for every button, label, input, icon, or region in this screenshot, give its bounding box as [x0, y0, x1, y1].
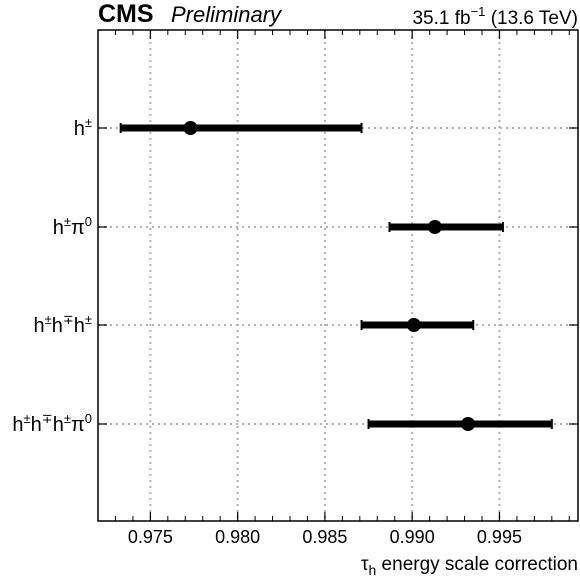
energy-value: (13.6 TeV)	[491, 8, 578, 29]
data-point	[183, 121, 198, 135]
data-point	[406, 318, 421, 332]
category-label: h±h∓h±	[33, 312, 92, 337]
category-label-part: 0	[85, 411, 92, 426]
experiment-label: CMS	[98, 0, 154, 28]
x-tick-label: 0.990	[390, 527, 435, 547]
x-axis-title-subscript: h	[368, 562, 376, 577]
status-label: Preliminary	[171, 2, 283, 27]
x-tick-label: 0.995	[477, 527, 522, 547]
category-label-part: h	[33, 315, 44, 337]
category-label-part: π	[71, 414, 85, 436]
category-label-part: ±	[45, 312, 52, 327]
category-label-part: h	[52, 315, 63, 337]
category-label-part: ∓	[42, 411, 53, 426]
plot-frame	[97, 29, 579, 522]
grid-lines	[98, 30, 578, 521]
category-label-part: h	[74, 315, 85, 337]
category-label-part: h	[74, 118, 85, 140]
category-label-part: h	[12, 414, 23, 436]
category-label-part: π	[71, 217, 85, 239]
category-label-part: h	[31, 414, 42, 436]
lumi-exponent: −1	[471, 4, 486, 19]
x-axis-title-tau: τ	[361, 554, 369, 575]
x-axis-title-rest: energy scale correction	[376, 554, 578, 575]
axis-ticks	[97, 30, 578, 521]
category-label: h±π0	[53, 214, 92, 239]
category-label-part: ±	[85, 312, 92, 327]
category-label-part: 0	[85, 214, 92, 229]
data-point	[427, 220, 442, 234]
data-point	[461, 417, 476, 431]
category-label-part: ∓	[63, 312, 74, 327]
lumi-value: 35.1 fb	[412, 8, 470, 29]
x-axis-title: τh energy scale correction	[361, 554, 578, 577]
category-label-part: ±	[64, 214, 71, 229]
category-label: h±	[74, 115, 92, 140]
category-label-part: ±	[64, 411, 71, 426]
category-label: h±h∓h±π0	[12, 411, 92, 436]
x-tick-label: 0.980	[215, 527, 260, 547]
x-tick-label: 0.975	[128, 527, 173, 547]
category-label-part: ±	[24, 411, 31, 426]
x-tick-labels: 0.975 0.980 0.985 0.990 0.995	[128, 527, 522, 547]
category-label-part: h	[53, 217, 64, 239]
category-label-part: h	[53, 414, 64, 436]
category-label-part: ±	[85, 115, 92, 130]
luminosity-energy-label: 35.1 fb−1 (13.6 TeV)	[412, 4, 578, 29]
data-points	[119, 121, 553, 431]
category-labels: h±h±π0h±h∓h±h±h∓h±π0	[12, 115, 92, 436]
x-tick-label: 0.985	[302, 527, 347, 547]
